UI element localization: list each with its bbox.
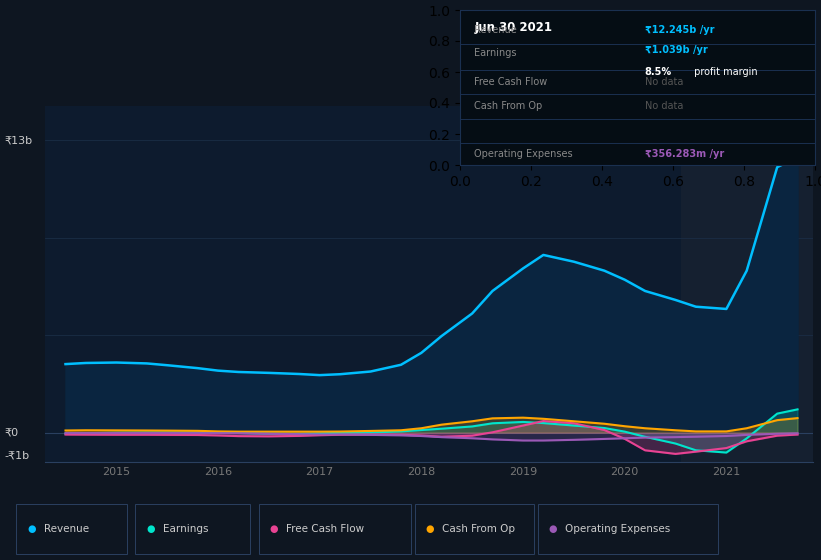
Text: Free Cash Flow: Free Cash Flow [286,524,364,534]
Text: Revenue: Revenue [475,25,517,35]
Text: No data: No data [644,77,683,87]
Text: ●: ● [146,524,154,534]
Text: ₹13b: ₹13b [4,135,32,145]
Text: ₹0: ₹0 [4,428,18,438]
Text: No data: No data [644,101,683,111]
Text: ₹12.245b /yr: ₹12.245b /yr [644,25,714,35]
Text: Earnings: Earnings [163,524,208,534]
Text: Cash From Op: Cash From Op [442,524,515,534]
Text: Revenue: Revenue [44,524,89,534]
Text: ●: ● [425,524,433,534]
Text: ₹356.283m /yr: ₹356.283m /yr [644,149,724,159]
Text: ●: ● [269,524,277,534]
Text: Free Cash Flow: Free Cash Flow [475,77,548,87]
Text: -₹1b: -₹1b [4,450,30,460]
Text: ●: ● [548,524,557,534]
Text: ●: ● [27,524,35,534]
Text: Jun 30 2021: Jun 30 2021 [475,21,553,34]
Text: Operating Expenses: Operating Expenses [565,524,670,534]
Text: ₹1.039b /yr: ₹1.039b /yr [644,45,708,54]
Text: profit margin: profit margin [690,67,758,77]
Text: Operating Expenses: Operating Expenses [475,149,573,159]
Text: 8.5%: 8.5% [644,67,672,77]
Text: Earnings: Earnings [475,48,516,58]
Bar [681,106,821,462]
Text: Cash From Op: Cash From Op [475,101,543,111]
